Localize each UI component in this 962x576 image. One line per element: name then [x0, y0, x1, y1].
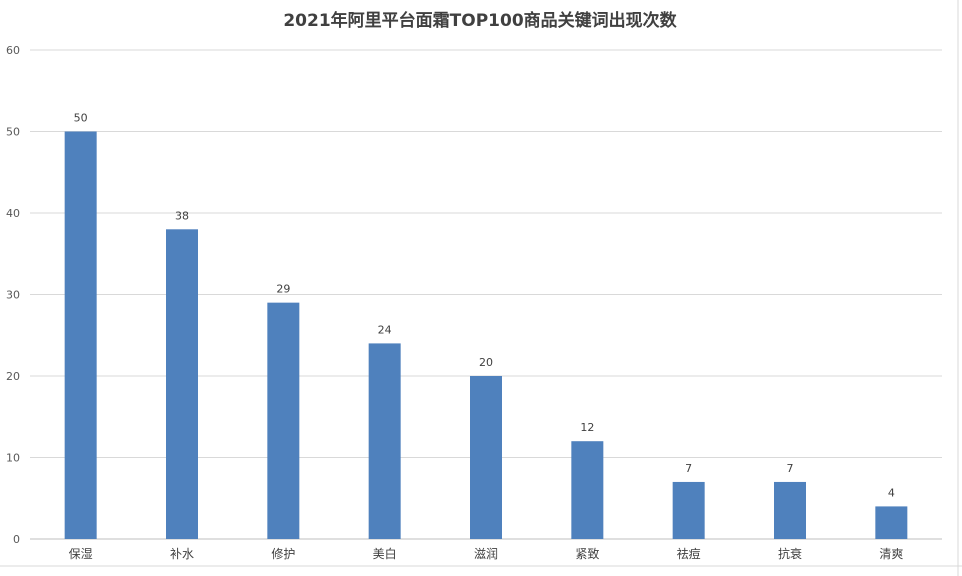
x-category-label: 保湿: [69, 546, 93, 561]
bar: [470, 376, 502, 539]
chart-title: 2021年阿里平台面霜TOP100商品关键词出现次数: [283, 10, 677, 31]
data-label: 20: [479, 356, 493, 369]
y-tick-label: 40: [6, 207, 20, 220]
x-category-label: 滋润: [474, 547, 498, 561]
data-label: 29: [276, 283, 290, 296]
bar: [672, 481, 705, 539]
data-label: 4: [888, 486, 895, 499]
bars: [64, 131, 908, 540]
bar: [774, 481, 806, 539]
y-tick-label: 10: [6, 452, 20, 465]
x-category-label: 紧致: [575, 547, 599, 561]
x-category-label: 美白: [373, 546, 397, 561]
bar: [875, 506, 908, 539]
x-category-label: 补水: [170, 547, 194, 561]
data-label: 12: [580, 421, 594, 434]
y-tick-label: 0: [13, 533, 20, 546]
data-label: 7: [685, 462, 692, 475]
x-category-label: 修护: [271, 546, 295, 561]
bar: [267, 302, 300, 539]
y-tick-label: 50: [6, 126, 20, 139]
bar: [368, 343, 401, 539]
y-tick-label: 60: [6, 44, 20, 57]
y-tick-label: 20: [6, 370, 20, 383]
bar: [571, 441, 604, 539]
y-tick-label: 30: [6, 289, 20, 302]
x-category-label: 抗衰: [778, 546, 802, 561]
x-axis-categories: 保湿 补水 修护 美白 滋润 紧致 祛痘 抗衰 清爽: [69, 546, 904, 561]
data-label: 50: [74, 112, 88, 125]
data-labels: 50 38 29 24 20 12 7 7 4: [74, 112, 895, 500]
bar: [64, 131, 97, 539]
data-label: 38: [175, 209, 189, 222]
data-label: 24: [378, 323, 392, 336]
y-axis-ticks: 0 10 20 30 40 50 60: [6, 44, 20, 546]
x-category-label: 祛痘: [677, 546, 701, 561]
x-category-label: 清爽: [879, 547, 903, 561]
bar: [166, 229, 198, 540]
data-label: 7: [787, 462, 794, 475]
